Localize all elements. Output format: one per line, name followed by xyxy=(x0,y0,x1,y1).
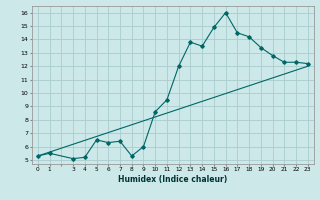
X-axis label: Humidex (Indice chaleur): Humidex (Indice chaleur) xyxy=(118,175,228,184)
